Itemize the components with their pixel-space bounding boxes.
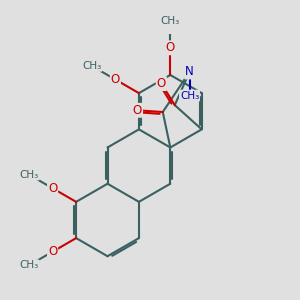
Text: O: O <box>157 77 166 90</box>
Text: CH₃: CH₃ <box>161 16 180 26</box>
Text: O: O <box>48 182 57 195</box>
Text: N: N <box>185 65 194 79</box>
Text: O: O <box>111 73 120 86</box>
Text: O: O <box>133 104 142 117</box>
Text: O: O <box>166 41 175 54</box>
Text: CH₃: CH₃ <box>20 170 39 180</box>
Text: CH₃: CH₃ <box>82 61 101 71</box>
Text: CH₃: CH₃ <box>180 91 199 100</box>
Text: CH₃: CH₃ <box>20 260 39 270</box>
Text: O: O <box>48 245 57 258</box>
